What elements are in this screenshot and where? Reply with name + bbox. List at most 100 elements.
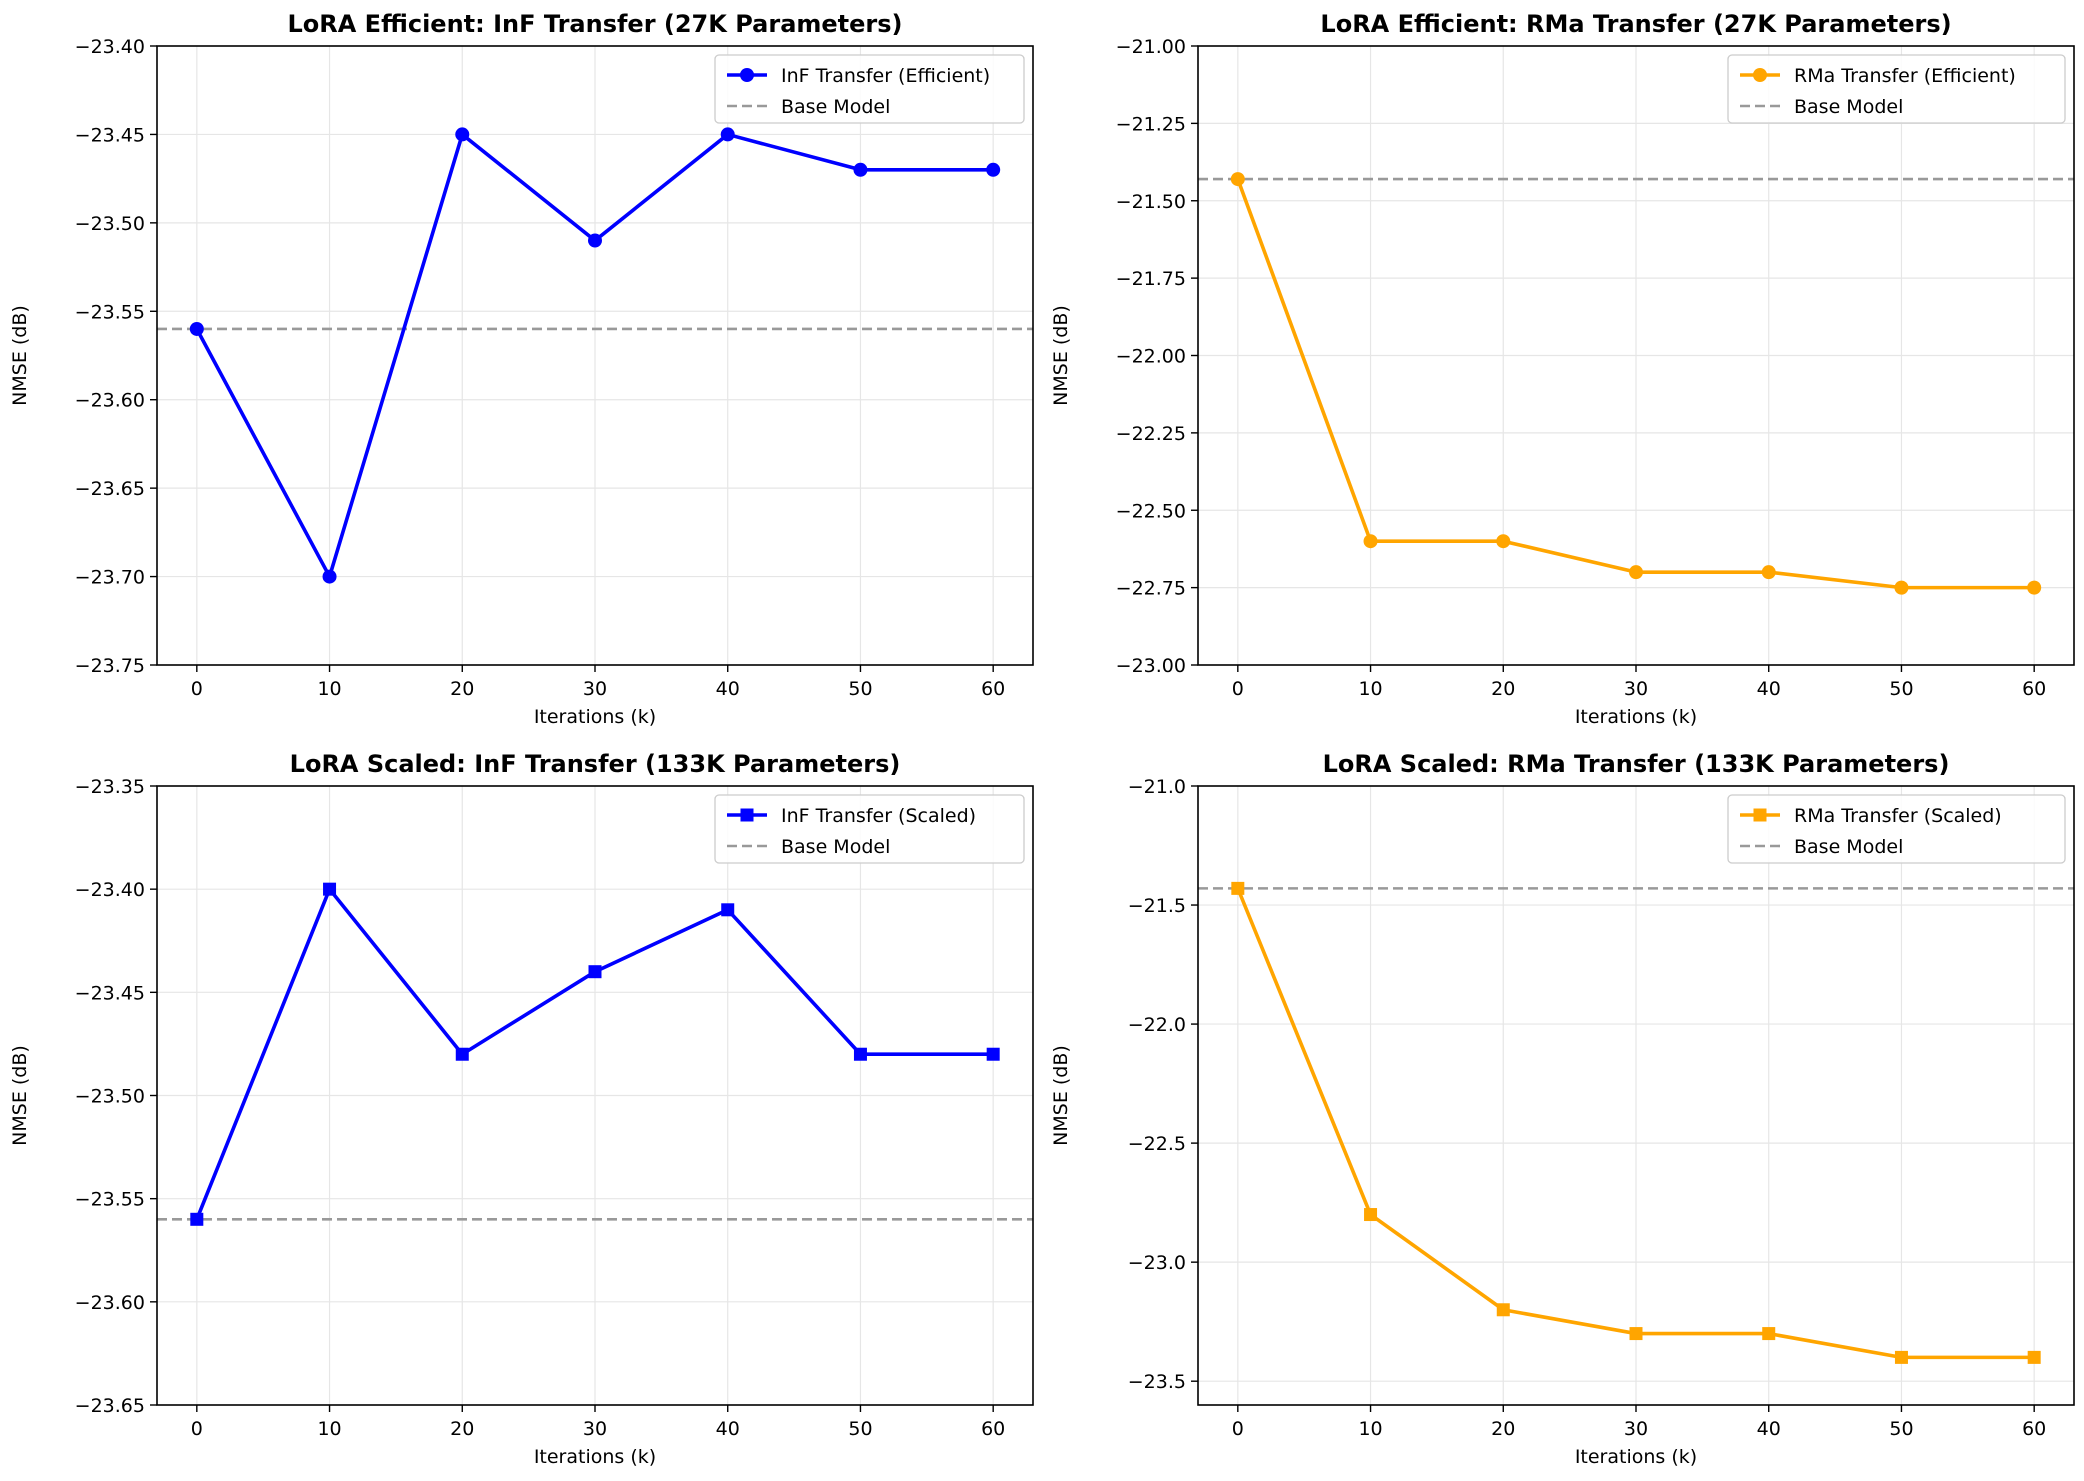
data-point xyxy=(986,162,1001,177)
x-tick-label: 0 xyxy=(1232,1418,1244,1440)
y-tick-label: −23.40 xyxy=(75,879,145,901)
x-tick-label: 50 xyxy=(1889,678,1913,700)
x-tick-label: 10 xyxy=(1358,1418,1382,1440)
y-tick-label: −23.00 xyxy=(1116,655,1186,677)
y-tick-label: −23.65 xyxy=(75,1395,145,1417)
x-tick-label: 40 xyxy=(1757,1418,1781,1440)
data-point xyxy=(323,882,337,896)
legend-label: RMa Transfer (Efficient) xyxy=(1794,65,2016,87)
y-tick-label: −21.75 xyxy=(1116,268,1186,290)
legend-label-baseline: Base Model xyxy=(1794,836,1903,858)
y-tick-label: −23.75 xyxy=(75,655,145,677)
data-point xyxy=(189,321,204,336)
legend-label: InF Transfer (Efficient) xyxy=(781,65,990,87)
y-tick-label: −22.5 xyxy=(1128,1133,1186,1155)
x-tick-label: 20 xyxy=(450,1418,474,1440)
y-tick-label: −22.00 xyxy=(1116,346,1186,368)
chart-title: LoRA Efficient: InF Transfer (27K Parame… xyxy=(287,10,902,38)
data-point xyxy=(588,965,602,979)
x-tick-label: 60 xyxy=(2022,1418,2046,1440)
y-tick-label: −23.5 xyxy=(1128,1371,1186,1393)
chart-title: LoRA Scaled: InF Transfer (133K Paramete… xyxy=(290,750,901,778)
legend-label: InF Transfer (Scaled) xyxy=(781,805,976,827)
chart-title: LoRA Scaled: RMa Transfer (133K Paramete… xyxy=(1323,750,1950,778)
y-axis-label: NMSE (dB) xyxy=(1050,305,1072,406)
data-point xyxy=(1231,881,1245,895)
legend: RMa Transfer (Efficient) Base Model xyxy=(1727,54,2066,124)
x-tick-label: 40 xyxy=(716,1418,740,1440)
y-tick-label: −23.60 xyxy=(75,1292,145,1314)
x-tick-label: 10 xyxy=(1358,678,1382,700)
data-point xyxy=(1762,1327,1776,1341)
data-point xyxy=(1496,1303,1510,1317)
y-tick-label: −23.55 xyxy=(75,1189,145,1211)
legend-label-baseline: Base Model xyxy=(781,836,890,858)
y-tick-label: −21.00 xyxy=(1116,36,1186,58)
y-tick-label: −23.0 xyxy=(1128,1252,1186,1274)
data-point xyxy=(1629,565,1643,580)
legend: RMa Transfer (Scaled) Base Model xyxy=(1727,794,2066,864)
chart-panel-1: 0 10 20 30 40 50 60 −23.75 −23.70 −23.65 −23.60 −23… xyxy=(9,10,1034,728)
x-tick-label: 30 xyxy=(583,678,607,700)
legend-label-baseline: Base Model xyxy=(781,96,890,118)
data-point xyxy=(1364,1208,1378,1222)
data-point xyxy=(720,127,735,142)
legend: InF Transfer (Scaled) Base Model xyxy=(714,794,1025,864)
data-point xyxy=(1496,534,1511,549)
data-point xyxy=(322,569,337,584)
y-axis-label: NMSE (dB) xyxy=(1050,1045,1072,1146)
x-axis-label: Iterations (k) xyxy=(534,1446,656,1468)
x-tick-label: 50 xyxy=(848,678,872,700)
chart-panel-2: 0 10 20 30 40 50 60 −23.00 −22.75 −22.50 −22.25 −22… xyxy=(1050,10,2075,728)
x-tick-label: 40 xyxy=(716,678,740,700)
y-tick-label: −22.0 xyxy=(1128,1014,1186,1036)
data-point xyxy=(1363,534,1378,549)
y-tick-label: −23.50 xyxy=(75,1086,145,1108)
x-tick-label: 60 xyxy=(981,678,1005,700)
data-point xyxy=(455,127,470,142)
x-tick-label: 0 xyxy=(191,1418,203,1440)
data-point xyxy=(986,1047,1000,1061)
y-axis-label: NMSE (dB) xyxy=(9,1045,31,1146)
x-tick-label: 0 xyxy=(191,678,203,700)
x-tick-label: 50 xyxy=(848,1418,872,1440)
x-tick-label: 60 xyxy=(2022,678,2046,700)
x-tick-label: 30 xyxy=(1624,1418,1648,1440)
x-tick-label: 20 xyxy=(1491,678,1515,700)
y-tick-label: −22.25 xyxy=(1116,423,1186,445)
y-tick-label: −23.65 xyxy=(75,478,145,500)
x-tick-label: 30 xyxy=(583,1418,607,1440)
y-tick-label: −23.60 xyxy=(75,390,145,412)
data-point xyxy=(1894,1350,1908,1364)
y-tick-label: −21.0 xyxy=(1128,776,1186,798)
legend-box xyxy=(1727,794,2066,864)
legend-marker xyxy=(1753,68,1767,82)
data-point xyxy=(721,903,735,917)
chart-title: LoRA Efficient: RMa Transfer (27K Parame… xyxy=(1320,10,1951,38)
y-tick-label: −21.5 xyxy=(1128,895,1186,917)
legend-box xyxy=(714,794,1025,864)
data-point xyxy=(588,233,602,248)
y-axis-label: NMSE (dB) xyxy=(9,305,31,406)
data-point xyxy=(455,1047,469,1061)
x-axis-label: Iterations (k) xyxy=(1575,706,1697,728)
chart-panel-3: 0 10 20 30 40 50 60 −23.65 −23.60 −23.55 −23.50 −23… xyxy=(9,750,1034,1468)
x-tick-label: 10 xyxy=(317,678,341,700)
y-tick-label: −21.50 xyxy=(1116,191,1186,213)
data-point xyxy=(1894,580,1909,595)
data-point xyxy=(190,1212,204,1226)
y-tick-label: −23.35 xyxy=(75,776,145,798)
x-axis-label: Iterations (k) xyxy=(1575,1446,1697,1468)
legend: InF Transfer (Efficient) Base Model xyxy=(714,54,1025,124)
legend-label-baseline: Base Model xyxy=(1794,96,1903,118)
data-point xyxy=(1629,1327,1643,1341)
data-point xyxy=(2027,580,2042,595)
x-tick-label: 30 xyxy=(1624,678,1648,700)
x-tick-label: 20 xyxy=(1491,1418,1515,1440)
legend-box xyxy=(714,54,1025,124)
data-point xyxy=(1761,565,1776,580)
y-tick-label: −22.50 xyxy=(1116,500,1186,522)
chart-panel-4: 0 10 20 30 40 50 60 −23.5 −23.0 −22.5 −22.0 −21.5 −2… xyxy=(1050,750,2075,1468)
y-tick-label: −23.45 xyxy=(75,982,145,1004)
